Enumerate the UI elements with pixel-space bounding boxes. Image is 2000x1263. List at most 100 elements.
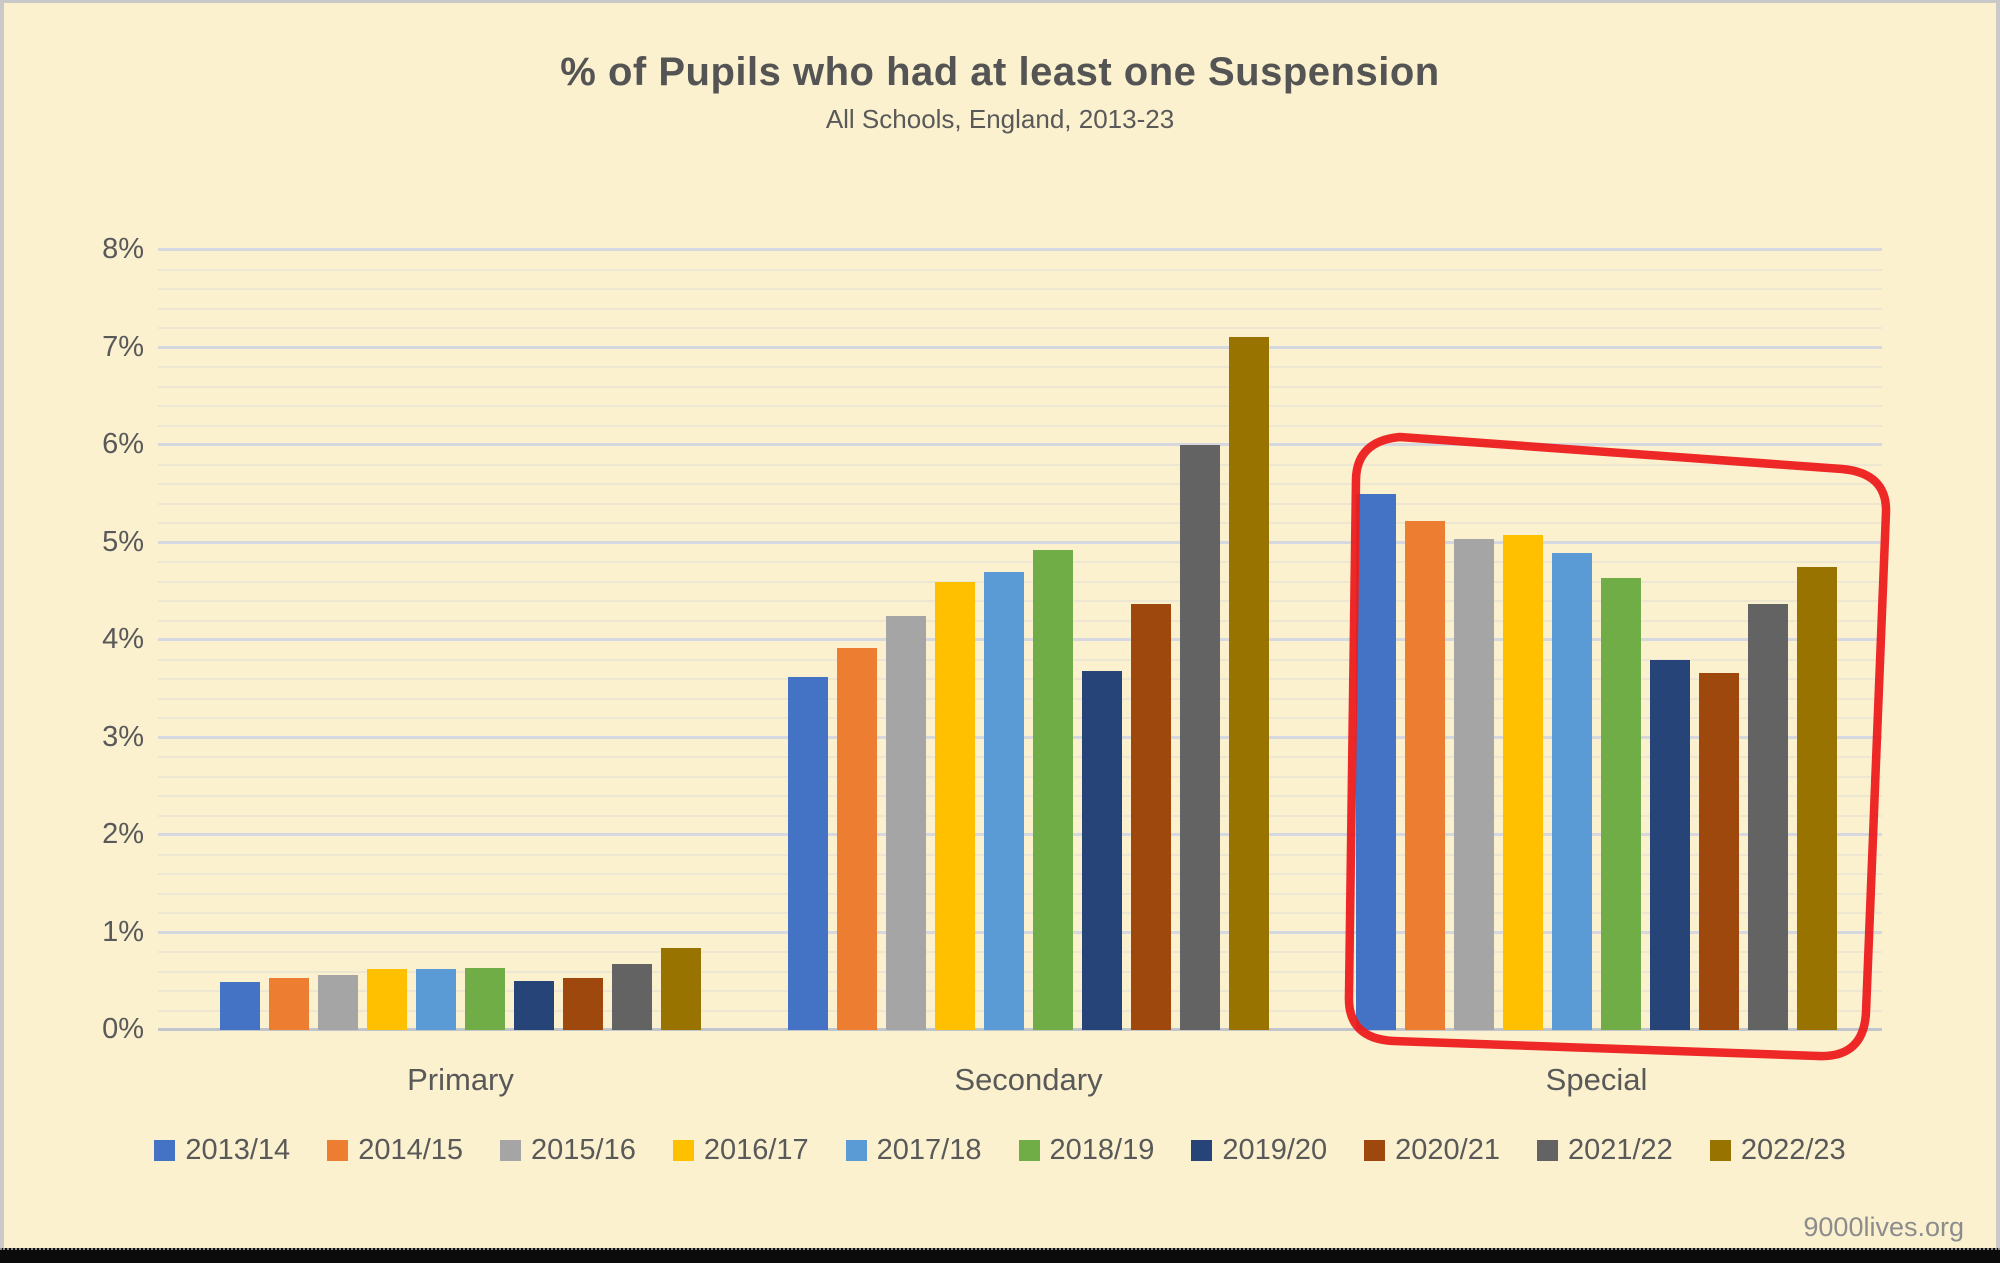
bar-secondary-2018-19 <box>1033 550 1073 1030</box>
bar-primary-2015-16 <box>318 975 358 1030</box>
minor-gridline <box>158 366 1882 368</box>
legend-swatch-icon <box>500 1140 522 1161</box>
bar-primary-2019-20 <box>514 981 554 1030</box>
legend-item-2016-17: 2016/17 <box>672 1134 809 1167</box>
bar-special-2013-14 <box>1356 493 1396 1030</box>
legend-item-2017-18: 2017/18 <box>845 1134 982 1167</box>
bar-primary-2021-22 <box>612 963 652 1030</box>
major-gridline <box>158 540 1882 544</box>
y-tick-label: 1% <box>102 915 144 948</box>
legend-swatch-icon <box>1191 1140 1213 1161</box>
chart-title: % of Pupils who had at least one Suspens… <box>560 50 1440 94</box>
legend-label: 2017/18 <box>876 1134 982 1166</box>
bar-secondary-2022-23 <box>1229 336 1269 1030</box>
y-tick-label: 7% <box>102 330 144 363</box>
bar-secondary-2017-18 <box>984 571 1024 1030</box>
slide-right-edge <box>1996 0 2000 1263</box>
minor-gridline <box>158 561 1882 563</box>
footer-credit: 9000lives.org <box>1803 1212 1964 1242</box>
legend-label: 2021/22 <box>1567 1134 1673 1166</box>
legend-swatch-icon <box>845 1140 867 1161</box>
minor-gridline <box>158 483 1882 485</box>
bar-primary-2018-19 <box>465 967 505 1030</box>
bar-group-primary <box>220 250 701 1030</box>
slide-top-edge <box>0 0 2000 3</box>
slide-left-edge <box>0 0 4 1263</box>
minor-gridline <box>158 288 1882 290</box>
minor-gridline <box>158 268 1882 271</box>
legend-label: 2020/21 <box>1395 1134 1500 1166</box>
legend-item-2019-20: 2019/20 <box>1191 1134 1327 1167</box>
legend-swatch-icon <box>1018 1140 1040 1161</box>
major-gridline <box>158 248 1882 251</box>
y-tick-label: 6% <box>102 428 144 460</box>
legend-item-2015-16: 2015/16 <box>500 1134 636 1167</box>
bar-primary-2013-14 <box>220 982 260 1030</box>
category-label-special: Special <box>1545 1062 1648 1097</box>
legend-label: 2015/16 <box>531 1134 636 1166</box>
bar-secondary-2016-17 <box>935 581 975 1030</box>
minor-gridline <box>158 405 1882 407</box>
chart-legend: 2013/14 2014/15 2015/16 2016/17 2017/18 2018/… <box>0 1134 2000 1167</box>
bar-group-secondary <box>788 250 1269 1030</box>
y-tick-label: 8% <box>102 233 144 265</box>
minor-gridline <box>158 502 1882 505</box>
bar-secondary-2019-20 <box>1082 671 1122 1030</box>
bar-special-2014-15 <box>1405 521 1445 1030</box>
minor-gridline <box>158 463 1882 466</box>
major-gridline <box>158 443 1882 446</box>
legend-swatch-icon <box>154 1140 176 1161</box>
chart-subtitle: All Schools, England, 2013-23 <box>825 104 1175 134</box>
bar-group-special <box>1356 250 1837 1030</box>
y-tick-label: 3% <box>102 720 144 753</box>
legend-item-2022-23: 2022/23 <box>1709 1134 1846 1167</box>
legend-label: 2022/23 <box>1740 1134 1846 1166</box>
bar-secondary-2013-14 <box>788 677 828 1030</box>
minor-gridline <box>158 327 1882 329</box>
legend-item-2018-19: 2018/19 <box>1018 1134 1155 1167</box>
legend-label: 2013/14 <box>185 1134 291 1166</box>
minor-gridline <box>158 424 1882 427</box>
legend-item-2020-21: 2020/21 <box>1364 1134 1500 1167</box>
legend-item-2013-14: 2013/14 <box>154 1134 290 1167</box>
bar-special-2018-19 <box>1601 577 1641 1030</box>
bar-primary-2017-18 <box>416 968 456 1030</box>
bar-special-2022-23 <box>1797 566 1837 1030</box>
y-tick-label: 5% <box>102 525 144 558</box>
legend-label: 2014/15 <box>358 1134 464 1166</box>
y-tick-label: 4% <box>102 623 144 655</box>
legend-label: 2016/17 <box>703 1134 809 1166</box>
legend-swatch-icon <box>1364 1140 1386 1161</box>
y-tick-label: 0% <box>102 1013 144 1045</box>
minor-gridline <box>158 385 1882 388</box>
bar-primary-2020-21 <box>563 978 603 1030</box>
bar-primary-2022-23 <box>661 948 701 1030</box>
legend-item-2014-15: 2014/15 <box>327 1134 463 1167</box>
bar-special-2017-18 <box>1552 553 1592 1030</box>
bar-special-2019-20 <box>1650 659 1690 1030</box>
minor-gridline <box>158 522 1882 525</box>
bar-special-2021-22 <box>1748 603 1788 1030</box>
bar-secondary-2020-21 <box>1131 603 1171 1030</box>
bar-primary-2016-17 <box>367 968 407 1030</box>
bottom-black-bar <box>0 1248 2000 1263</box>
major-gridline <box>158 345 1882 349</box>
legend-label: 2019/20 <box>1222 1134 1328 1166</box>
legend-swatch-icon <box>672 1140 694 1161</box>
bar-primary-2014-15 <box>269 978 309 1030</box>
legend-swatch-icon <box>327 1140 349 1161</box>
minor-gridline <box>158 307 1882 310</box>
bar-special-2020-21 <box>1699 673 1739 1030</box>
legend-swatch-icon <box>1709 1140 1731 1161</box>
bar-secondary-2021-22 <box>1180 445 1220 1030</box>
category-label-primary: Primary <box>407 1062 514 1097</box>
bar-special-2016-17 <box>1503 534 1543 1030</box>
y-tick-label: 2% <box>102 818 144 850</box>
category-label-secondary: Secondary <box>954 1062 1103 1097</box>
bar-special-2015-16 <box>1454 538 1494 1030</box>
bar-secondary-2015-16 <box>886 615 926 1030</box>
legend-label: 2018/19 <box>1049 1134 1155 1166</box>
legend-item-2021-22: 2021/22 <box>1536 1134 1673 1167</box>
legend-swatch-icon <box>1536 1140 1558 1161</box>
